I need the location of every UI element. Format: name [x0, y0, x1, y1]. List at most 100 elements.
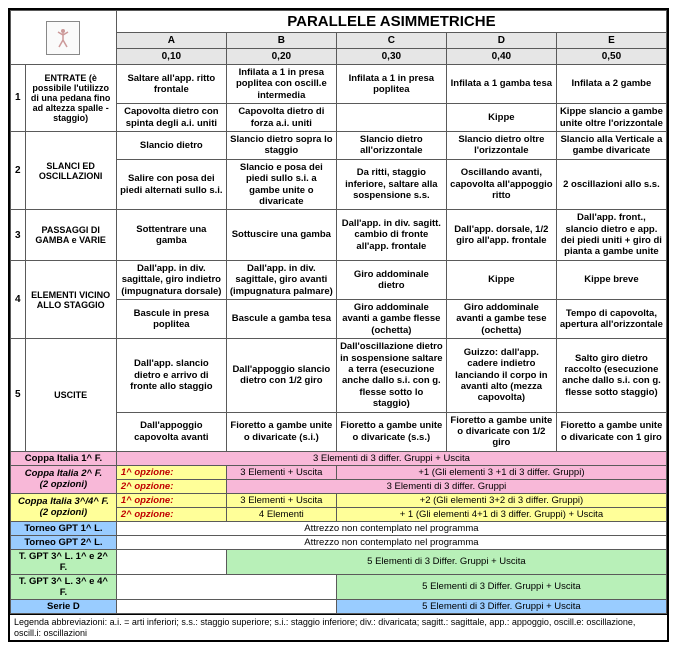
content-cell: Giro addominale dietro	[336, 260, 446, 299]
column-header: D	[446, 33, 556, 49]
table-row: 1ENTRATE (è possibile l'utilizzo di una …	[11, 65, 667, 104]
footer-cell: 2^ opzione:	[116, 507, 226, 521]
column-header: E	[556, 33, 666, 49]
footer-label: Coppa Italia 1^ F.	[11, 451, 117, 465]
row-label: ENTRATE (è possibile l'utilizzo di una p…	[25, 65, 116, 132]
row-number: 2	[11, 131, 26, 209]
footer-row: Coppa Italia 1^ F.3 Elementi di 3 differ…	[11, 451, 667, 465]
content-cell: Giro addominale avanti a gambe tese (och…	[446, 300, 556, 339]
footer-cell: 1^ opzione:	[116, 493, 226, 507]
content-cell: Fioretto a gambe unite o divaricate (s.i…	[226, 412, 336, 451]
content-cell: Da ritti, staggio inferiore, saltare all…	[336, 159, 446, 210]
footer-label: Torneo GPT 1^ L.	[11, 521, 117, 535]
footer-cell: 2^ opzione:	[116, 479, 226, 493]
score-header: 0,40	[446, 49, 556, 65]
document-frame: PARALLELE ASIMMETRICHE ABCDE 0,100,200,3…	[8, 8, 669, 642]
footer-cell: 3 Elementi di 3 differ. Gruppi + Uscita	[116, 451, 666, 465]
footer-row: Coppa Italia 2^ F.(2 opzioni)1^ opzione:…	[11, 465, 667, 479]
footer-cell: +2 (Gli elementi 3+2 di 3 differ. Gruppi…	[336, 493, 666, 507]
score-header: 0,10	[116, 49, 226, 65]
content-cell: Dall'app. in div. sagittale, giro indiet…	[116, 260, 226, 299]
content-cell: Giro addominale avanti a gambe flesse (o…	[336, 300, 446, 339]
row-label: PASSAGGI DI GAMBA e VARIE	[25, 210, 116, 261]
footer-label: Coppa Italia 3^/4^ F.(2 opzioni)	[11, 493, 117, 521]
footer-row: Coppa Italia 3^/4^ F.(2 opzioni)1^ opzio…	[11, 493, 667, 507]
content-cell: Capovolta dietro di forza a.i. uniti	[226, 104, 336, 132]
content-cell: Slancio dietro sopra lo staggio	[226, 131, 336, 159]
column-header: B	[226, 33, 336, 49]
main-table: PARALLELE ASIMMETRICHE ABCDE 0,100,200,3…	[10, 10, 667, 614]
content-cell: Dall'app. in div. sagittale, giro avanti…	[226, 260, 336, 299]
content-cell: Slancio e posa dei piedi sullo s.i. a ga…	[226, 159, 336, 210]
footer-cell: 1^ opzione:	[116, 465, 226, 479]
table-row: 5USCITEDall'app. slancio dietro e arrivo…	[11, 339, 667, 412]
content-cell: Capovolta dietro con spinta degli a.i. u…	[116, 104, 226, 132]
content-cell: Fioretto a gambe unite o divaricate (s.s…	[336, 412, 446, 451]
content-cell: Infilata a 1 gamba tesa	[446, 65, 556, 104]
content-cell: Dall'appoggio capovolta avanti	[116, 412, 226, 451]
content-cell: Kippe	[446, 104, 556, 132]
footer-cell: 5 Elementi di 3 Differ. Gruppi + Uscita	[336, 574, 666, 599]
footer-row: T. GPT 3^ L. 3^ e 4^ F. 5 Elementi di 3 D…	[11, 574, 667, 599]
content-cell: Tempo di capovolta, apertura all'orizzon…	[556, 300, 666, 339]
score-header: 0,30	[336, 49, 446, 65]
content-cell: Dall'appoggio slancio dietro con 1/2 gir…	[226, 339, 336, 412]
gymnast-icon	[46, 21, 80, 55]
content-cell: Kippe slancio a gambe unite oltre l'oriz…	[556, 104, 666, 132]
footer-label: T. GPT 3^ L. 1^ e 2^ F.	[11, 549, 117, 574]
content-cell: Slancio alla Verticale a gambe divaricat…	[556, 131, 666, 159]
content-cell: Infilata a 1 in presa poplitea	[336, 65, 446, 104]
footer-cell: 5 Elementi di 3 Differ. Gruppi + Uscita	[336, 599, 666, 613]
row-label: SLANCI ED OSCILLAZIONI	[25, 131, 116, 209]
footer-cell: Attrezzo non contemplato nel programma	[116, 535, 666, 549]
title-row: PARALLELE ASIMMETRICHE	[11, 11, 667, 33]
footer-cell	[116, 574, 336, 599]
row-number: 4	[11, 260, 26, 338]
content-cell: 2 oscillazioni allo s.s.	[556, 159, 666, 210]
content-cell: Dall'oscillazione dietro in sospensione …	[336, 339, 446, 412]
footer-cell: 3 Elementi di 3 differ. Gruppi	[226, 479, 666, 493]
content-cell: Bascule a gamba tesa	[226, 300, 336, 339]
score-header: 0,20	[226, 49, 336, 65]
footer-cell: Attrezzo non contemplato nel programma	[116, 521, 666, 535]
footer-cell	[116, 549, 226, 574]
score-header: 0,50	[556, 49, 666, 65]
content-cell: Slancio dietro oltre l'orizzontale	[446, 131, 556, 159]
content-cell: Dall'app. in div. sagitt. cambio di fron…	[336, 210, 446, 261]
column-header: A	[116, 33, 226, 49]
legend-text: Legenda abbreviazioni: a.i. = arti infer…	[10, 614, 667, 641]
content-cell: Kippe breve	[556, 260, 666, 299]
row-number: 5	[11, 339, 26, 452]
content-cell: Sottuscire una gamba	[226, 210, 336, 261]
footer-cell: 4 Elementi	[226, 507, 336, 521]
content-cell: Fioretto a gambe unite o divaricate con …	[556, 412, 666, 451]
table-row: 3PASSAGGI DI GAMBA e VARIESottentrare un…	[11, 210, 667, 261]
footer-cell: +1 (Gli elementi 3 +1 di 3 differ. Grupp…	[336, 465, 666, 479]
content-cell: Bascule in presa poplitea	[116, 300, 226, 339]
column-header: C	[336, 33, 446, 49]
footer-label: T. GPT 3^ L. 3^ e 4^ F.	[11, 574, 117, 599]
content-cell: Saltare all'app. ritto frontale	[116, 65, 226, 104]
row-number: 3	[11, 210, 26, 261]
content-cell: Slancio dietro	[116, 131, 226, 159]
content-cell: Infilata a 1 in presa poplitea con oscil…	[226, 65, 336, 104]
content-cell: Fioretto a gambe unite o divaricate con …	[446, 412, 556, 451]
icon-cell	[11, 11, 117, 65]
table-row: 4ELEMENTI VICINO ALLO STAGGIODall'app. i…	[11, 260, 667, 299]
row-label: ELEMENTI VICINO ALLO STAGGIO	[25, 260, 116, 338]
content-cell: Kippe	[446, 260, 556, 299]
footer-cell: + 1 (Gli elementi 4+1 di 3 differ. Grupp…	[336, 507, 666, 521]
content-cell	[336, 104, 446, 132]
row-label: USCITE	[25, 339, 116, 452]
content-cell: Dall'app. front., slancio dietro e app. …	[556, 210, 666, 261]
row-number: 1	[11, 65, 26, 132]
footer-cell: 3 Elementi + Uscita	[226, 465, 336, 479]
table-row: 2SLANCI ED OSCILLAZIONISlancio dietroSla…	[11, 131, 667, 159]
content-cell: Salire con posa dei piedi alternati sull…	[116, 159, 226, 210]
content-cell: Dall'app. slancio dietro e arrivo di fro…	[116, 339, 226, 412]
footer-row: Serie D5 Elementi di 3 Differ. Gruppi + …	[11, 599, 667, 613]
content-cell: Sottentrare una gamba	[116, 210, 226, 261]
footer-row: Torneo GPT 1^ L.Attrezzo non contemplato…	[11, 521, 667, 535]
footer-cell	[116, 599, 336, 613]
content-cell: Slancio dietro all'orizzontale	[336, 131, 446, 159]
